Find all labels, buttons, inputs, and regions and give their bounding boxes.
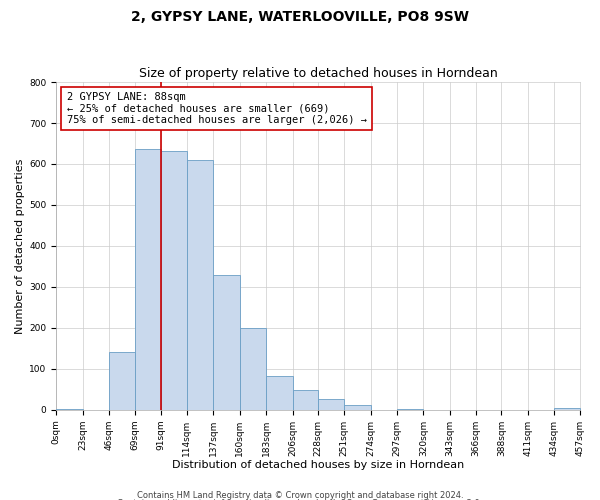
Bar [344,405,371,409]
Text: Contains HM Land Registry data © Crown copyright and database right 2024.: Contains HM Land Registry data © Crown c… [137,490,463,500]
Bar [56,409,83,410]
Text: 2, GYPSY LANE, WATERLOOVILLE, PO8 9SW: 2, GYPSY LANE, WATERLOOVILLE, PO8 9SW [131,10,469,24]
Bar [109,352,136,410]
Bar [136,149,161,409]
X-axis label: Distribution of detached houses by size in Horndean: Distribution of detached houses by size … [172,460,464,470]
Bar [293,390,318,409]
Text: 2 GYPSY LANE: 88sqm
← 25% of detached houses are smaller (669)
75% of semi-detac: 2 GYPSY LANE: 88sqm ← 25% of detached ho… [67,92,367,125]
Bar [266,376,293,410]
Y-axis label: Number of detached properties: Number of detached properties [15,158,25,334]
Bar [187,160,214,410]
Bar [161,152,187,410]
Bar [397,408,424,410]
Bar [214,274,240,409]
Title: Size of property relative to detached houses in Horndean: Size of property relative to detached ho… [139,66,497,80]
Bar [318,400,344,409]
Bar [554,408,580,410]
Bar [240,328,266,409]
